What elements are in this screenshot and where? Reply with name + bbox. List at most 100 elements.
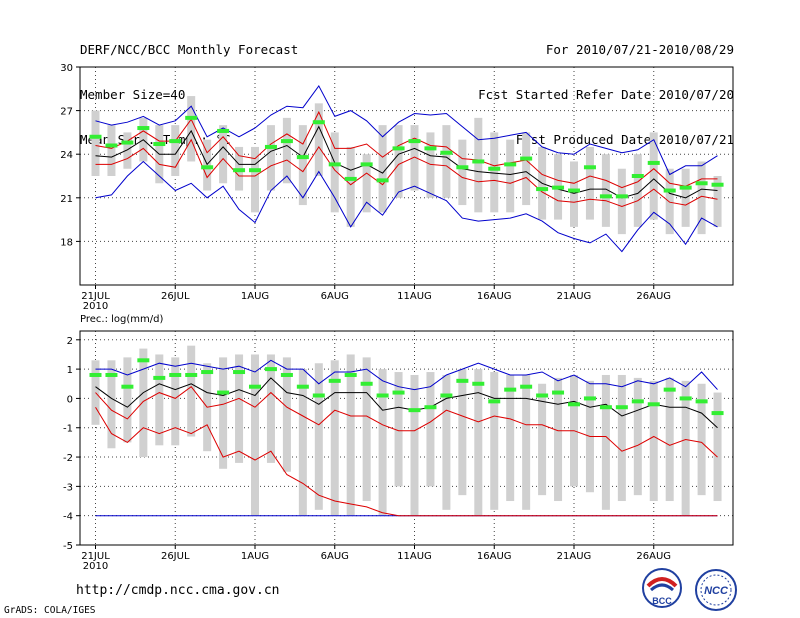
spread-box (713, 392, 722, 502)
y-tick-label: 24 (60, 150, 73, 161)
observed-marker (440, 150, 453, 155)
spread-box (123, 357, 132, 443)
spread-box (633, 154, 642, 227)
spread-box (219, 357, 228, 469)
observed-marker (121, 384, 134, 389)
x-tick-year-label: 2010 (83, 301, 108, 312)
observed-marker (424, 405, 437, 410)
spread-box (410, 374, 419, 516)
logo-group: BCC NCC (642, 568, 737, 611)
spread-box (410, 125, 419, 191)
observed-marker (599, 194, 612, 199)
spread-box (330, 132, 339, 213)
spread-box (314, 103, 323, 176)
series-mean-line (95, 125, 718, 199)
spread-box (490, 132, 499, 213)
spread-box (123, 132, 132, 169)
spread-box (649, 132, 658, 220)
series-max-line (95, 160, 718, 253)
spread-box (426, 132, 435, 198)
observed-marker (201, 370, 214, 375)
spread-box (713, 176, 722, 227)
observed-marker (296, 155, 309, 160)
panel-title: Prec.: log(mm/d) (80, 314, 163, 325)
series-p75-line (95, 110, 718, 189)
observed-marker (488, 399, 501, 404)
observed-marker (392, 390, 405, 395)
series-p25-line (95, 386, 718, 458)
spread-box (394, 372, 403, 487)
observed-marker (695, 399, 708, 404)
x-tick-label: 26JUL (161, 291, 190, 302)
bcc-logo-icon: BCC (642, 568, 682, 608)
ncc-logo-icon: NCC (695, 569, 737, 611)
spread-box (251, 146, 259, 213)
spread-box (155, 354, 164, 446)
observed-marker (201, 165, 214, 170)
spread-box (585, 146, 594, 220)
observed-marker (344, 176, 357, 181)
observed-marker (711, 411, 724, 416)
spread-box (362, 154, 371, 213)
observed-marker (647, 160, 660, 165)
observed-marker (153, 142, 166, 147)
observed-marker (472, 159, 485, 164)
spread-box (314, 363, 323, 510)
observed-marker (424, 146, 437, 151)
observed-marker (360, 162, 373, 167)
spread-box (107, 125, 116, 176)
spread-box (442, 374, 451, 510)
observed-marker (711, 182, 724, 187)
footer-url[interactable]: http://cmdp.ncc.cma.gov.cn (76, 583, 280, 598)
spread-box (697, 161, 706, 235)
observed-marker (663, 387, 676, 392)
spread-box (107, 360, 116, 449)
observed-marker (105, 143, 118, 148)
observed-marker (280, 139, 293, 144)
spread-box (394, 125, 403, 198)
observed-marker (105, 372, 118, 377)
spread-box (346, 354, 355, 516)
spread-box (362, 357, 371, 502)
y-tick-label: 2 (67, 336, 73, 347)
x-tick-label: 11AUG (397, 291, 432, 302)
spread-box (346, 146, 355, 227)
observed-marker (456, 165, 469, 170)
series-p25-line (95, 138, 718, 208)
x-tick-label: 11AUG (397, 551, 432, 562)
observed-marker (280, 372, 293, 377)
y-tick-label: 1 (67, 365, 73, 376)
spread-box (442, 125, 451, 198)
y-tick-label: -4 (63, 512, 73, 523)
header-period: For 2010/07/21-2010/08/29 (545, 42, 734, 57)
spread-box (91, 360, 100, 425)
spread-box (490, 372, 499, 510)
observed-marker (408, 408, 421, 413)
observed-marker (312, 393, 325, 398)
observed-marker (217, 390, 230, 395)
observed-marker (568, 402, 580, 407)
observed-marker (376, 178, 389, 183)
series-p90-line (95, 359, 718, 391)
observed-marker (169, 372, 182, 377)
footer-credit: GrADS: COLA/IGES (4, 605, 96, 616)
x-tick-year-label: 2010 (83, 561, 108, 572)
y-tick-label: -1 (63, 424, 73, 435)
y-tick-label: 30 (60, 63, 73, 74)
observed-marker (663, 188, 676, 193)
x-tick-label: 26AUG (636, 291, 671, 302)
spread-box (665, 377, 674, 502)
spread-box (633, 377, 642, 496)
spread-box (378, 369, 387, 516)
observed-marker (249, 168, 261, 173)
panel-frame (79, 330, 734, 546)
observed-marker (392, 146, 405, 151)
observed-marker (504, 162, 517, 167)
observed-marker (312, 120, 325, 125)
spread-box (378, 125, 387, 213)
header-member-size: Member Size=40 (80, 87, 186, 102)
spread-box (266, 354, 275, 463)
observed-marker (264, 367, 277, 372)
